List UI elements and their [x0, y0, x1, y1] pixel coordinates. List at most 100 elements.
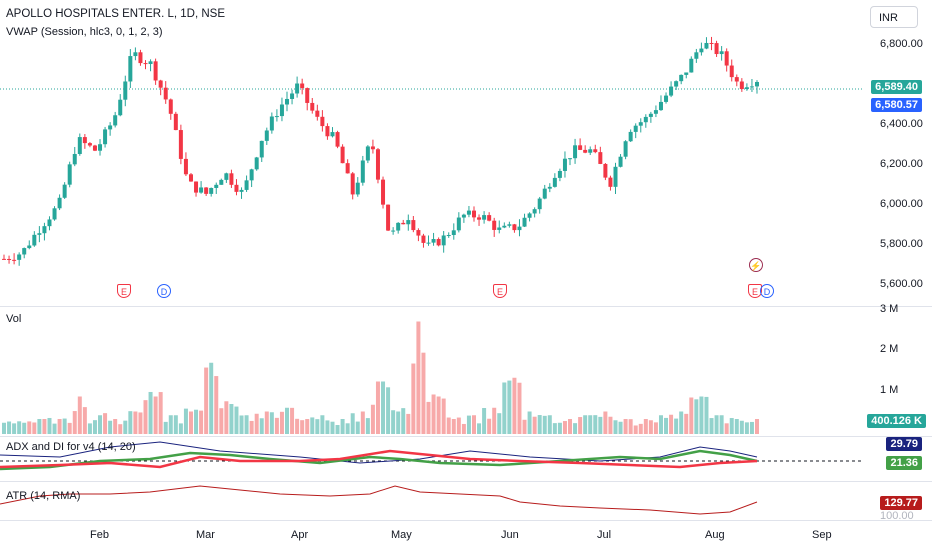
currency-selector[interactable]: INR: [870, 6, 918, 28]
volume-bar: [719, 415, 724, 434]
symbol-title[interactable]: APOLLO HOSPITALS ENTER. L, 1D, NSE: [6, 8, 225, 20]
volume-bar: [608, 416, 613, 434]
volume-bar: [633, 425, 638, 434]
candle-body: [699, 48, 704, 53]
candle-body: [744, 87, 749, 90]
volume-bar: [573, 423, 578, 434]
candle-body: [143, 63, 148, 65]
candle-body: [290, 93, 295, 99]
candle-body: [163, 87, 168, 100]
volume-bar: [583, 415, 588, 434]
volume-bar: [7, 421, 12, 434]
volume-bar: [32, 422, 37, 434]
volume-pane[interactable]: Vol: [0, 307, 862, 435]
pane-separator[interactable]: [0, 306, 932, 307]
volume-bar: [57, 419, 62, 434]
volume-bar: [729, 418, 734, 434]
volume-bar: [628, 419, 633, 434]
price-axis[interactable]: INR 6,800.00 6,400.00 6,200.00 6,000.00 …: [862, 0, 932, 305]
volume-bar: [209, 362, 214, 434]
atr-title[interactable]: ATR (14, RMA): [6, 490, 81, 502]
adx-chart-canvas[interactable]: [0, 437, 862, 481]
price-chart-canvas[interactable]: [0, 0, 862, 305]
candle-body: [295, 83, 300, 94]
volume-bar: [143, 400, 148, 434]
candle-body: [37, 233, 42, 235]
time-axis[interactable]: Feb Mar Apr May Jun Jul Aug Sep: [0, 521, 932, 550]
candle-body: [239, 189, 244, 192]
volume-title[interactable]: Vol: [6, 313, 22, 325]
pane-separator[interactable]: [0, 520, 932, 521]
volume-bar: [118, 424, 123, 434]
volume-bar: [22, 422, 27, 434]
volume-bar: [653, 422, 658, 434]
candle-body: [527, 213, 532, 218]
price-pane[interactable]: APOLLO HOSPITALS ENTER. L, 1D, NSE VWAP …: [0, 0, 862, 305]
vwap-title[interactable]: VWAP (Session, hlc3, 0, 1, 2, 3): [6, 26, 163, 38]
volume-bar: [391, 410, 396, 434]
candle-body: [522, 217, 527, 227]
candle-body: [689, 58, 694, 73]
volume-bar: [168, 415, 173, 434]
candle-body: [638, 122, 643, 126]
volume-bar: [436, 396, 441, 434]
adx-pane[interactable]: ADX and DI for v4 (14, 20): [0, 437, 862, 481]
volume-bar: [365, 418, 370, 434]
dividend-marker[interactable]: D: [157, 284, 171, 298]
candle-body: [674, 81, 679, 87]
atr-pane[interactable]: ATR (14, RMA): [0, 482, 862, 520]
volume-bar: [618, 421, 623, 434]
volume-bar: [229, 404, 234, 434]
volume-bar: [340, 419, 345, 434]
candle-body: [446, 235, 451, 237]
candle-body: [583, 149, 588, 153]
candle-body: [2, 258, 6, 260]
volume-axis[interactable]: 3 M 2 M 1 M: [862, 303, 932, 435]
dividend-marker[interactable]: D: [760, 284, 774, 298]
candle-body: [633, 125, 638, 132]
volume-chart-canvas[interactable]: [0, 307, 862, 435]
earnings-marker[interactable]: E: [493, 284, 507, 298]
volume-bar: [77, 396, 82, 434]
volume-bar: [87, 423, 92, 434]
candle-body: [82, 137, 87, 144]
candle-body: [441, 235, 446, 246]
adx-title[interactable]: ADX and DI for v4 (14, 20): [6, 441, 136, 453]
candle-body: [57, 197, 62, 209]
volume-bar: [598, 416, 603, 434]
volume-bar: [375, 381, 380, 434]
candle-body: [391, 230, 396, 232]
volume-bar: [123, 420, 128, 434]
volume-bar: [674, 418, 679, 434]
candle-body: [482, 215, 487, 220]
split-marker[interactable]: ⚡: [749, 258, 763, 272]
volume-bar: [204, 367, 209, 434]
volume-bar: [325, 420, 330, 434]
pane-separator[interactable]: [0, 436, 932, 437]
candle-body: [274, 116, 279, 118]
candle-body: [724, 51, 729, 66]
candle-body: [401, 222, 406, 225]
volume-bar: [108, 420, 113, 434]
candle-body: [664, 95, 669, 102]
volume-bar: [477, 423, 482, 434]
candle-body: [471, 210, 476, 218]
candle-body: [669, 86, 674, 96]
candle-body: [12, 259, 17, 261]
volume-bar: [744, 422, 749, 434]
pane-separator[interactable]: [0, 481, 932, 482]
atr-chart-canvas[interactable]: [0, 482, 862, 520]
volume-bar: [658, 415, 663, 434]
candle-body: [77, 137, 82, 154]
candle-body: [118, 99, 123, 116]
volume-bar: [679, 411, 684, 434]
earnings-marker[interactable]: E: [117, 284, 131, 298]
candle-body: [406, 220, 411, 225]
candle-body: [22, 248, 27, 255]
volume-bar: [724, 423, 729, 434]
candle-body: [214, 184, 219, 188]
candle-body: [487, 215, 492, 221]
candle-body: [269, 116, 274, 131]
candle-body: [87, 143, 92, 146]
candle-body: [755, 81, 759, 87]
